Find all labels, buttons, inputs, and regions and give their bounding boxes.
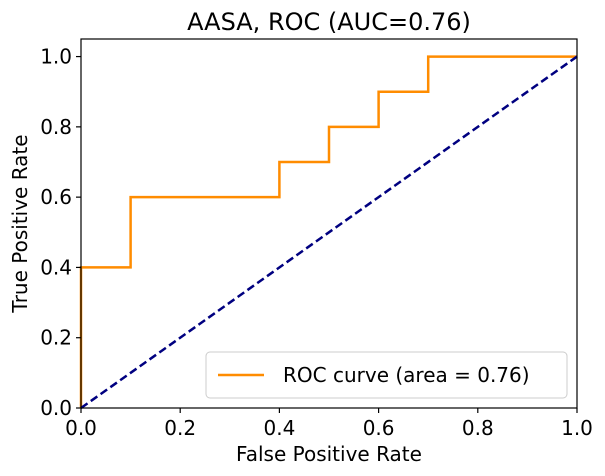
x-tick-label: 1.0: [561, 416, 593, 440]
legend: ROC curve (area = 0.76): [205, 351, 568, 399]
y-tick-label: 0.4: [40, 255, 72, 279]
y-tick-label: 1.0: [40, 45, 72, 69]
x-tick-label: 0.0: [65, 416, 97, 440]
x-tick-label: 0.2: [164, 416, 196, 440]
chance-diagonal-line: [80, 55, 578, 410]
legend-box: [205, 351, 568, 399]
y-tick-label: 0.2: [40, 326, 72, 350]
x-tick-label: 0.4: [263, 416, 295, 440]
y-tick-label: 0.8: [40, 115, 72, 139]
plot-area: 0.0 0.2 0.4 0.6 0.8 1.0 0.0 0.2 0.4 0.6 0.8 1.0: [40, 38, 593, 440]
y-tick-label: 0.6: [40, 185, 72, 209]
legend-entry-roc-curve: ROC curve (area = 0.76): [283, 363, 530, 387]
x-tick-label: 0.6: [363, 416, 395, 440]
x-axis-label: False Positive Rate: [236, 442, 422, 466]
x-tick-label: 0.8: [462, 416, 494, 440]
chart-title: AASA, ROC (AUC=0.76): [187, 8, 471, 36]
roc-curve-line: [79, 55, 577, 408]
y-tick-label: 0.0: [40, 396, 72, 420]
axes-frame: [80, 38, 578, 409]
y-axis-label: True Positive Rate: [8, 134, 32, 313]
